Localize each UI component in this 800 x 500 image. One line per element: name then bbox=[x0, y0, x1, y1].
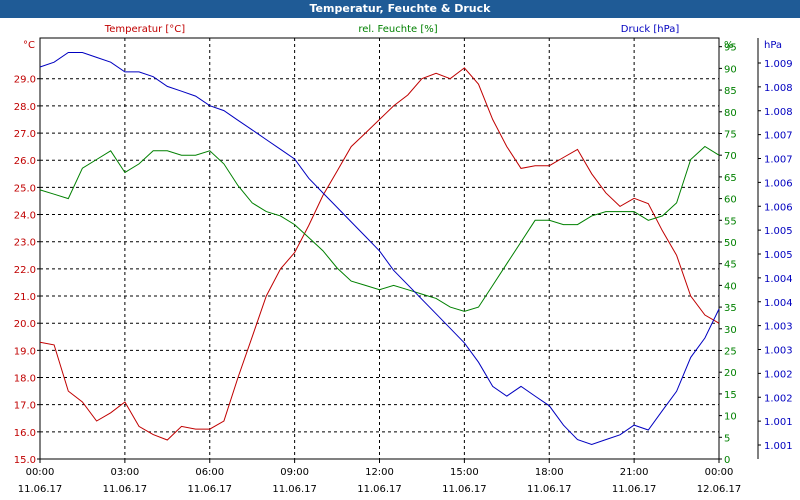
x-tick-label-date: 11.06.17 bbox=[103, 484, 148, 495]
humidity-tick-label: 10 bbox=[724, 412, 737, 423]
humidity-axis-title: rel. Feuchte [%] bbox=[358, 24, 437, 35]
x-tick-label-time: 00:00 bbox=[26, 467, 55, 478]
x-tick-label-time: 00:00 bbox=[705, 467, 734, 478]
temperature-tick-label: 17.0 bbox=[14, 401, 36, 412]
humidity-tick-label: 85 bbox=[724, 86, 737, 97]
temperature-tick-label: 21.0 bbox=[14, 292, 36, 303]
pressure-tick-label: 1.004 bbox=[764, 274, 793, 285]
temperature-tick-label: 29.0 bbox=[14, 75, 36, 86]
humidity-tick-label: 60 bbox=[724, 195, 737, 206]
humidity-tick-label: 15 bbox=[724, 390, 737, 401]
pressure-axis-title: Druck [hPa] bbox=[621, 24, 680, 35]
x-tick-label-time: 15:00 bbox=[450, 467, 479, 478]
series-line-temperature bbox=[39, 67, 720, 441]
x-tick-label-time: 06:00 bbox=[195, 467, 224, 478]
pressure-tick-label: 1.003 bbox=[764, 346, 793, 357]
axes bbox=[37, 37, 761, 463]
pressure-tick-label: 1.001 bbox=[764, 441, 793, 452]
humidity-tick-label: 70 bbox=[724, 151, 737, 162]
humidity-tick-label: 65 bbox=[724, 173, 737, 184]
temperature-axis-title: Temperatur [°C] bbox=[104, 24, 185, 35]
x-tick-label-time: 09:00 bbox=[280, 467, 309, 478]
humidity-tick-label: 45 bbox=[724, 260, 737, 271]
pressure-tick-label: 1.005 bbox=[764, 226, 793, 237]
window-title: Temperatur, Feuchte & Druck bbox=[0, 0, 800, 18]
x-tick-label-date: 11.06.17 bbox=[612, 484, 657, 495]
temperature-unit-label: °C bbox=[23, 40, 35, 51]
x-tick-label-date: 11.06.17 bbox=[442, 484, 487, 495]
humidity-tick-label: 55 bbox=[724, 216, 737, 227]
humidity-tick-label: 5 bbox=[724, 433, 730, 444]
humidity-tick-label: 20 bbox=[724, 368, 737, 379]
temperature-tick-label: 26.0 bbox=[14, 156, 36, 167]
x-tick-label-date: 11.06.17 bbox=[272, 484, 317, 495]
humidity-tick-label: 30 bbox=[724, 325, 737, 336]
series-line-humidity bbox=[39, 145, 720, 312]
x-tick-label-date: 12.06.17 bbox=[697, 484, 742, 495]
pressure-unit-label: hPa bbox=[764, 40, 782, 51]
pressure-tick-label: 1.002 bbox=[764, 393, 793, 404]
humidity-tick-label: 90 bbox=[724, 64, 737, 75]
temperature-tick-label: 15.0 bbox=[14, 455, 36, 466]
pressure-tick-label: 1.008 bbox=[764, 83, 793, 94]
pressure-tick-label: 1.008 bbox=[764, 107, 793, 118]
x-tick-label-time: 21:00 bbox=[620, 467, 649, 478]
x-tick-label-date: 11.06.17 bbox=[527, 484, 572, 495]
temperature-tick-label: 22.0 bbox=[14, 265, 36, 276]
pressure-tick-label: 1.009 bbox=[764, 59, 793, 70]
temperature-tick-label: 20.0 bbox=[14, 319, 36, 330]
pressure-tick-label: 1.007 bbox=[764, 155, 793, 166]
x-tick-label-time: 12:00 bbox=[365, 467, 394, 478]
humidity-unit-label: % bbox=[724, 40, 734, 51]
pressure-tick-label: 1.005 bbox=[764, 250, 793, 261]
temperature-tick-label: 19.0 bbox=[14, 346, 36, 357]
temperature-tick-label: 25.0 bbox=[14, 183, 36, 194]
chart: 00:00 11.06.17 03:00 11.06.17 06:00 11.06.17 0… bbox=[14, 24, 793, 495]
pressure-tick-label: 1.007 bbox=[764, 131, 793, 142]
humidity-tick-label: 0 bbox=[724, 455, 730, 466]
x-tick-label-time: 03:00 bbox=[110, 467, 139, 478]
temperature-tick-label: 28.0 bbox=[14, 102, 36, 113]
humidity-tick-label: 95 bbox=[724, 43, 737, 54]
pressure-tick-label: 1.004 bbox=[764, 298, 793, 309]
pressure-tick-label: 1.006 bbox=[764, 178, 793, 189]
pressure-tick-label: 1.002 bbox=[764, 369, 793, 380]
humidity-tick-label: 35 bbox=[724, 303, 737, 314]
humidity-tick-label: 40 bbox=[724, 281, 737, 292]
x-tick-label-date: 11.06.17 bbox=[18, 484, 63, 495]
humidity-tick-label: 80 bbox=[724, 108, 737, 119]
temperature-tick-label: 16.0 bbox=[14, 428, 36, 439]
humidity-tick-label: 25 bbox=[724, 346, 737, 357]
humidity-tick-label: 75 bbox=[724, 129, 737, 140]
pressure-tick-label: 1.006 bbox=[764, 202, 793, 213]
temperature-tick-label: 24.0 bbox=[14, 211, 36, 222]
labels-group: 00:00 11.06.17 03:00 11.06.17 06:00 11.06.17 0… bbox=[14, 24, 793, 495]
series-group bbox=[39, 52, 720, 446]
temperature-tick-label: 18.0 bbox=[14, 374, 36, 385]
x-tick-label-date: 11.06.17 bbox=[357, 484, 402, 495]
temperature-tick-label: 23.0 bbox=[14, 238, 36, 249]
grid bbox=[40, 38, 719, 459]
pressure-tick-label: 1.001 bbox=[764, 417, 793, 428]
series-line-pressure bbox=[39, 52, 720, 446]
pressure-tick-label: 1.003 bbox=[764, 322, 793, 333]
temperature-tick-label: 27.0 bbox=[14, 129, 36, 140]
humidity-tick-label: 50 bbox=[724, 238, 737, 249]
x-tick-label-time: 18:00 bbox=[535, 467, 564, 478]
x-tick-label-date: 11.06.17 bbox=[187, 484, 232, 495]
